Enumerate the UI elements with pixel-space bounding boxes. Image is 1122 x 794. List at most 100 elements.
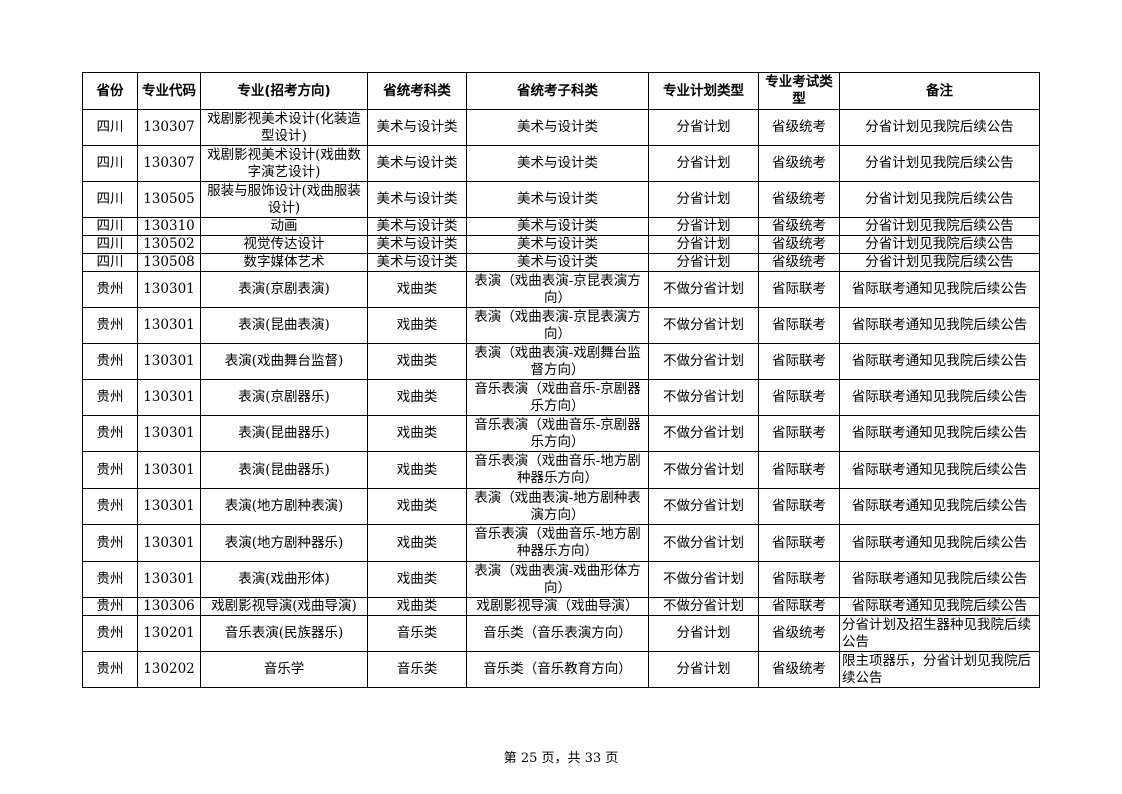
table-cell: 视觉传达设计 (200, 235, 368, 254)
table-row: 四川 130307 戏剧影视美术设计(化装造型设计) 美术与设计类 美术与设计类 分省计划… (82, 109, 1040, 146)
table-cell: 不做分省计划 (648, 343, 759, 380)
table-row: 四川 130502 视觉传达设计 美术与设计类 美术与设计类 分省计划 省级统考 分省计划见我… (82, 235, 1040, 254)
table-cell: 省际联考通知见我院后续公告 (839, 451, 1040, 489)
table-cell: 表演(地方剧种表演) (200, 488, 368, 525)
table-cell: 分省计划 (648, 253, 759, 272)
table-cell: 不做分省计划 (648, 524, 759, 562)
table-cell: 戏曲类 (367, 597, 467, 616)
table-cell: 130301 (137, 488, 201, 525)
table-cell: 美术与设计类 (466, 235, 649, 254)
table-cell: 贵州 (82, 451, 138, 489)
table-cell: 不做分省计划 (648, 415, 759, 452)
table-cell: 不做分省计划 (648, 307, 759, 344)
table-cell: 美术与设计类 (466, 253, 649, 272)
table-cell: 数字媒体艺术 (200, 253, 368, 272)
table-cell: 分省计划 (648, 615, 759, 652)
table-cell: 省级统考 (758, 235, 840, 254)
table-cell: 戏曲类 (367, 415, 467, 452)
table-cell: 省际联考通知见我院后续公告 (839, 561, 1040, 598)
table-cell: 分省计划见我院后续公告 (839, 181, 1040, 218)
table-cell: 表演(京剧表演) (200, 271, 368, 308)
table-cell: 贵州 (82, 524, 138, 562)
table-cell: 表演（戏曲表演-戏剧舞台监督方向） (466, 343, 649, 380)
table-cell: 省际联考 (758, 524, 840, 562)
table-cell: 分省计划 (648, 235, 759, 254)
table-row: 贵州 130301 表演(昆曲表演) 戏曲类 表演（戏曲表演-京昆表演方向） 不做分省计划… (82, 307, 1040, 344)
table-cell: 分省计划见我院后续公告 (839, 109, 1040, 146)
table-cell: 美术与设计类 (367, 145, 467, 182)
table-row: 贵州 130301 表演(戏曲形体) 戏曲类 表演（戏曲表演-戏曲形体方向） 不做分省计划… (82, 561, 1040, 598)
table-cell: 130508 (137, 253, 201, 272)
table-cell: 美术与设计类 (367, 109, 467, 146)
table-cell: 四川 (82, 253, 138, 272)
table-cell: 省际联考通知见我院后续公告 (839, 488, 1040, 525)
table-cell: 130310 (137, 217, 201, 236)
table-cell: 美术与设计类 (367, 217, 467, 236)
table-cell: 音乐类 (367, 651, 467, 688)
table-row: 贵州 130306 戏剧影视导演(戏曲导演) 戏曲类 戏剧影视导演（戏曲导演） 不做分省计… (82, 597, 1040, 616)
table-cell: 限主项器乐，分省计划见我院后续公告 (839, 651, 1040, 688)
table-row: 贵州 130301 表演(京剧器乐) 戏曲类 音乐表演（戏曲音乐-京剧器乐方向） 不做分省… (82, 379, 1040, 416)
table-cell: 美术与设计类 (466, 217, 649, 236)
table-cell: 四川 (82, 109, 138, 146)
column-header: 省统考科类 (367, 72, 467, 110)
table-cell: 表演(昆曲器乐) (200, 415, 368, 452)
table-row: 贵州 130201 音乐表演(民族器乐) 音乐类 音乐类（音乐表演方向） 分省计划 省级统考… (82, 615, 1040, 652)
table-cell: 贵州 (82, 561, 138, 598)
table-cell: 贵州 (82, 307, 138, 344)
table-cell: 省级统考 (758, 145, 840, 182)
table-cell: 省级统考 (758, 181, 840, 218)
table-cell: 省级统考 (758, 253, 840, 272)
table-cell: 戏曲类 (367, 524, 467, 562)
table-cell: 省际联考通知见我院后续公告 (839, 524, 1040, 562)
table-cell: 省际联考 (758, 307, 840, 344)
table-cell: 130502 (137, 235, 201, 254)
page-footer: 第 25 页，共 33 页 (503, 751, 619, 766)
column-header: 省份 (82, 72, 138, 110)
table-cell: 美术与设计类 (367, 235, 467, 254)
table-cell: 130301 (137, 379, 201, 416)
table-cell: 省级统考 (758, 217, 840, 236)
table-cell: 表演（戏曲表演-戏曲形体方向） (466, 561, 649, 598)
table-cell: 省际联考 (758, 343, 840, 380)
table-cell: 美术与设计类 (466, 109, 649, 146)
table-cell: 贵州 (82, 651, 138, 688)
table-cell: 省际联考通知见我院后续公告 (839, 379, 1040, 416)
table-cell: 音乐类 (367, 615, 467, 652)
table-cell: 130306 (137, 597, 201, 616)
table-cell: 四川 (82, 181, 138, 218)
column-header: 专业代码 (137, 72, 201, 110)
column-header: 专业计划类型 (648, 72, 759, 110)
table-cell: 美术与设计类 (466, 181, 649, 218)
table-cell: 130505 (137, 181, 201, 218)
table-cell: 不做分省计划 (648, 561, 759, 598)
table-cell: 表演（戏曲表演-京昆表演方向） (466, 271, 649, 308)
table-cell: 省际联考 (758, 561, 840, 598)
table-cell: 表演(地方剧种器乐) (200, 524, 368, 562)
table-cell: 省际联考通知见我院后续公告 (839, 343, 1040, 380)
table-cell: 四川 (82, 145, 138, 182)
table-cell: 戏曲类 (367, 307, 467, 344)
table-cell: 不做分省计划 (648, 597, 759, 616)
table-cell: 表演(戏曲舞台监督) (200, 343, 368, 380)
table-cell: 贵州 (82, 488, 138, 525)
table-cell: 省际联考通知见我院后续公告 (839, 271, 1040, 308)
table-cell: 分省计划 (648, 651, 759, 688)
table-cell: 不做分省计划 (648, 488, 759, 525)
table-row: 四川 130310 动画 美术与设计类 美术与设计类 分省计划 省级统考 分省计划见我院后续公… (82, 217, 1040, 236)
table-cell: 130301 (137, 451, 201, 489)
table-cell: 省际联考 (758, 597, 840, 616)
table-cell: 戏曲类 (367, 451, 467, 489)
table-cell: 省际联考通知见我院后续公告 (839, 597, 1040, 616)
table-cell: 省级统考 (758, 615, 840, 652)
table-cell: 戏曲类 (367, 271, 467, 308)
table-cell: 省际联考 (758, 415, 840, 452)
table-cell: 130301 (137, 561, 201, 598)
table-cell: 分省计划 (648, 109, 759, 146)
table-cell: 省际联考 (758, 271, 840, 308)
table-cell: 130301 (137, 307, 201, 344)
admissions-table: 省份 专业代码 专业(招考方向) 省统考科类 省统考子科类 专业计划类型 专业考试类型 备注 … (82, 72, 1040, 688)
table-cell: 戏曲类 (367, 561, 467, 598)
table-cell: 省际联考 (758, 379, 840, 416)
table-cell: 音乐学 (200, 651, 368, 688)
